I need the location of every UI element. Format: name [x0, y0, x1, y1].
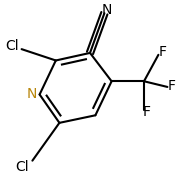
- Text: N: N: [26, 88, 37, 101]
- Text: F: F: [143, 105, 151, 119]
- Text: Cl: Cl: [5, 39, 19, 53]
- Text: N: N: [102, 3, 112, 17]
- Text: F: F: [159, 45, 167, 59]
- Text: F: F: [168, 79, 176, 93]
- Text: Cl: Cl: [15, 160, 28, 174]
